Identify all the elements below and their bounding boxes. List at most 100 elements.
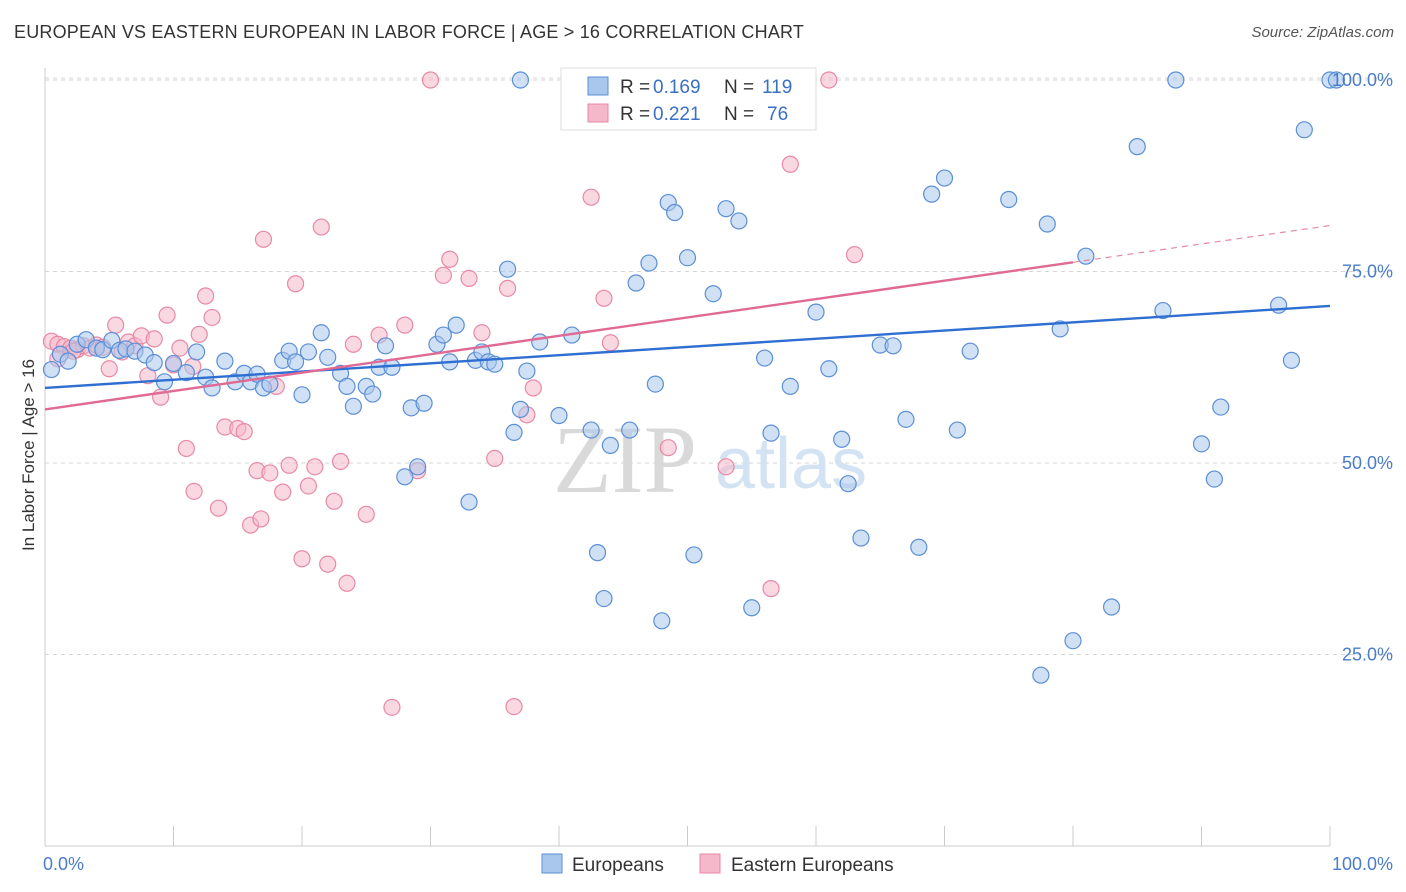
european-point-109 bbox=[1295, 121, 1313, 139]
eastern-european-point-72 bbox=[820, 71, 838, 89]
european-point-81 bbox=[807, 303, 825, 321]
european-point-82 bbox=[820, 360, 838, 378]
european-point-94 bbox=[1000, 190, 1018, 209]
european-point-37 bbox=[364, 385, 382, 403]
eastern-european-point-18 bbox=[158, 306, 176, 324]
european-point-64 bbox=[601, 436, 620, 454]
eastern-european-point-58 bbox=[473, 324, 491, 342]
european-point-92 bbox=[948, 421, 966, 439]
eastern-european-point-52 bbox=[396, 316, 414, 334]
legend-n-label-europeans: N = bbox=[724, 77, 754, 98]
european-point-16 bbox=[188, 343, 206, 361]
eastern-european-point-39 bbox=[286, 275, 305, 293]
european-point-105 bbox=[1205, 470, 1223, 488]
european-point-90 bbox=[923, 185, 941, 203]
europeans-points bbox=[42, 71, 1346, 684]
axes bbox=[44, 68, 1331, 847]
eastern-european-point-27 bbox=[209, 499, 228, 517]
legend-n-value-eastern: 76 bbox=[767, 104, 788, 125]
european-point-80 bbox=[781, 377, 799, 395]
european-point-76 bbox=[730, 212, 748, 230]
eastern-european-point-44 bbox=[319, 555, 337, 573]
european-point-72 bbox=[678, 249, 697, 267]
bottom-legend-swatch-eastern bbox=[699, 853, 721, 874]
european-point-98 bbox=[1064, 632, 1082, 650]
eastern-european-point-35 bbox=[261, 464, 279, 482]
eastern-european-point-43 bbox=[312, 218, 330, 236]
european-point-69 bbox=[653, 612, 671, 630]
european-point-103 bbox=[1167, 71, 1185, 89]
eastern-european-point-51 bbox=[383, 698, 401, 716]
european-point-61 bbox=[582, 421, 600, 439]
legend-r-label-europeans: R = bbox=[620, 77, 650, 98]
watermark-zip: ZIP bbox=[553, 406, 697, 513]
y-tick-label-75: 75.0% bbox=[1342, 262, 1393, 282]
eastern-european-point-49 bbox=[357, 505, 375, 523]
european-point-46 bbox=[434, 326, 452, 344]
european-point-73 bbox=[685, 546, 703, 564]
eastern-european-point-20 bbox=[171, 339, 189, 357]
european-point-34 bbox=[338, 377, 356, 395]
eastern-european-point-55 bbox=[434, 266, 452, 284]
eastern-european-point-45 bbox=[325, 492, 343, 510]
eastern-european-point-54 bbox=[421, 71, 440, 89]
eastern-european-point-46 bbox=[331, 452, 350, 471]
bottom-legend-swatch-europeans bbox=[541, 853, 563, 874]
european-point-77 bbox=[743, 599, 761, 617]
european-point-49 bbox=[460, 493, 478, 511]
european-point-71 bbox=[666, 203, 684, 222]
european-point-75 bbox=[717, 200, 735, 218]
european-point-100 bbox=[1102, 598, 1121, 616]
european-point-97 bbox=[1051, 320, 1069, 338]
eastern-european-point-68 bbox=[659, 439, 677, 457]
legend-n-value-europeans: 119 bbox=[762, 77, 792, 98]
european-point-66 bbox=[627, 274, 645, 292]
eastern-european-point-70 bbox=[762, 580, 780, 598]
bottom-legend-label-europeans: Europeans bbox=[572, 855, 664, 876]
eastern-european-point-63 bbox=[524, 379, 542, 397]
y-tick-labels: 25.0% 50.0% 75.0% 100.0% bbox=[1332, 70, 1393, 665]
eastern-european-point-65 bbox=[582, 188, 600, 206]
european-point-106 bbox=[1212, 398, 1230, 416]
european-point-68 bbox=[646, 375, 664, 393]
european-point-35 bbox=[344, 397, 362, 415]
european-point-28 bbox=[286, 353, 305, 371]
y-tick-label-100: 100.0% bbox=[1332, 70, 1393, 90]
bottom-legend-label-eastern: Eastern Europeans bbox=[731, 855, 894, 876]
european-point-108 bbox=[1282, 351, 1301, 369]
european-point-65 bbox=[621, 421, 639, 439]
european-point-74 bbox=[704, 285, 722, 303]
y-tick-label-25: 25.0% bbox=[1342, 645, 1393, 665]
eastern-european-point-42 bbox=[306, 458, 324, 476]
eastern-european-point-71 bbox=[781, 155, 799, 173]
chart-source: Source: ZipAtlas.com bbox=[1251, 24, 1394, 41]
eastern-european-point-57 bbox=[460, 269, 478, 287]
chart-title: EUROPEAN VS EASTERN EUROPEAN IN LABOR FO… bbox=[14, 22, 805, 42]
legend-swatch-eastern bbox=[587, 103, 609, 123]
bottom-legend: Europeans Eastern Europeans bbox=[541, 853, 894, 876]
eastern-european-point-67 bbox=[601, 334, 620, 352]
european-point-44 bbox=[415, 394, 433, 412]
european-point-89 bbox=[910, 538, 928, 556]
european-point-58 bbox=[531, 333, 549, 351]
watermark: ZIP atlas bbox=[553, 406, 867, 513]
european-point-62 bbox=[588, 544, 607, 562]
european-point-99 bbox=[1077, 247, 1095, 265]
european-point-88 bbox=[897, 410, 915, 428]
eastern-european-point-10 bbox=[107, 316, 125, 334]
eastern-european-point-66 bbox=[595, 289, 613, 307]
european-point-15 bbox=[177, 364, 195, 382]
eastern-european-point-47 bbox=[338, 574, 356, 592]
x-tick-label-100: 100.0% bbox=[1332, 854, 1393, 874]
legend-r-value-eastern: 0.221 bbox=[653, 104, 701, 125]
european-point-19 bbox=[216, 352, 234, 370]
europeans-trend-line bbox=[44, 304, 1331, 390]
x-tick-label-0: 0.0% bbox=[43, 854, 84, 874]
european-point-43 bbox=[409, 458, 427, 476]
eastern-european-point-69 bbox=[717, 458, 735, 476]
eastern-european-point-48 bbox=[344, 335, 362, 353]
european-point-79 bbox=[762, 424, 780, 442]
european-point-83 bbox=[833, 430, 851, 448]
european-point-48 bbox=[447, 316, 465, 334]
european-point-104 bbox=[1192, 435, 1211, 453]
